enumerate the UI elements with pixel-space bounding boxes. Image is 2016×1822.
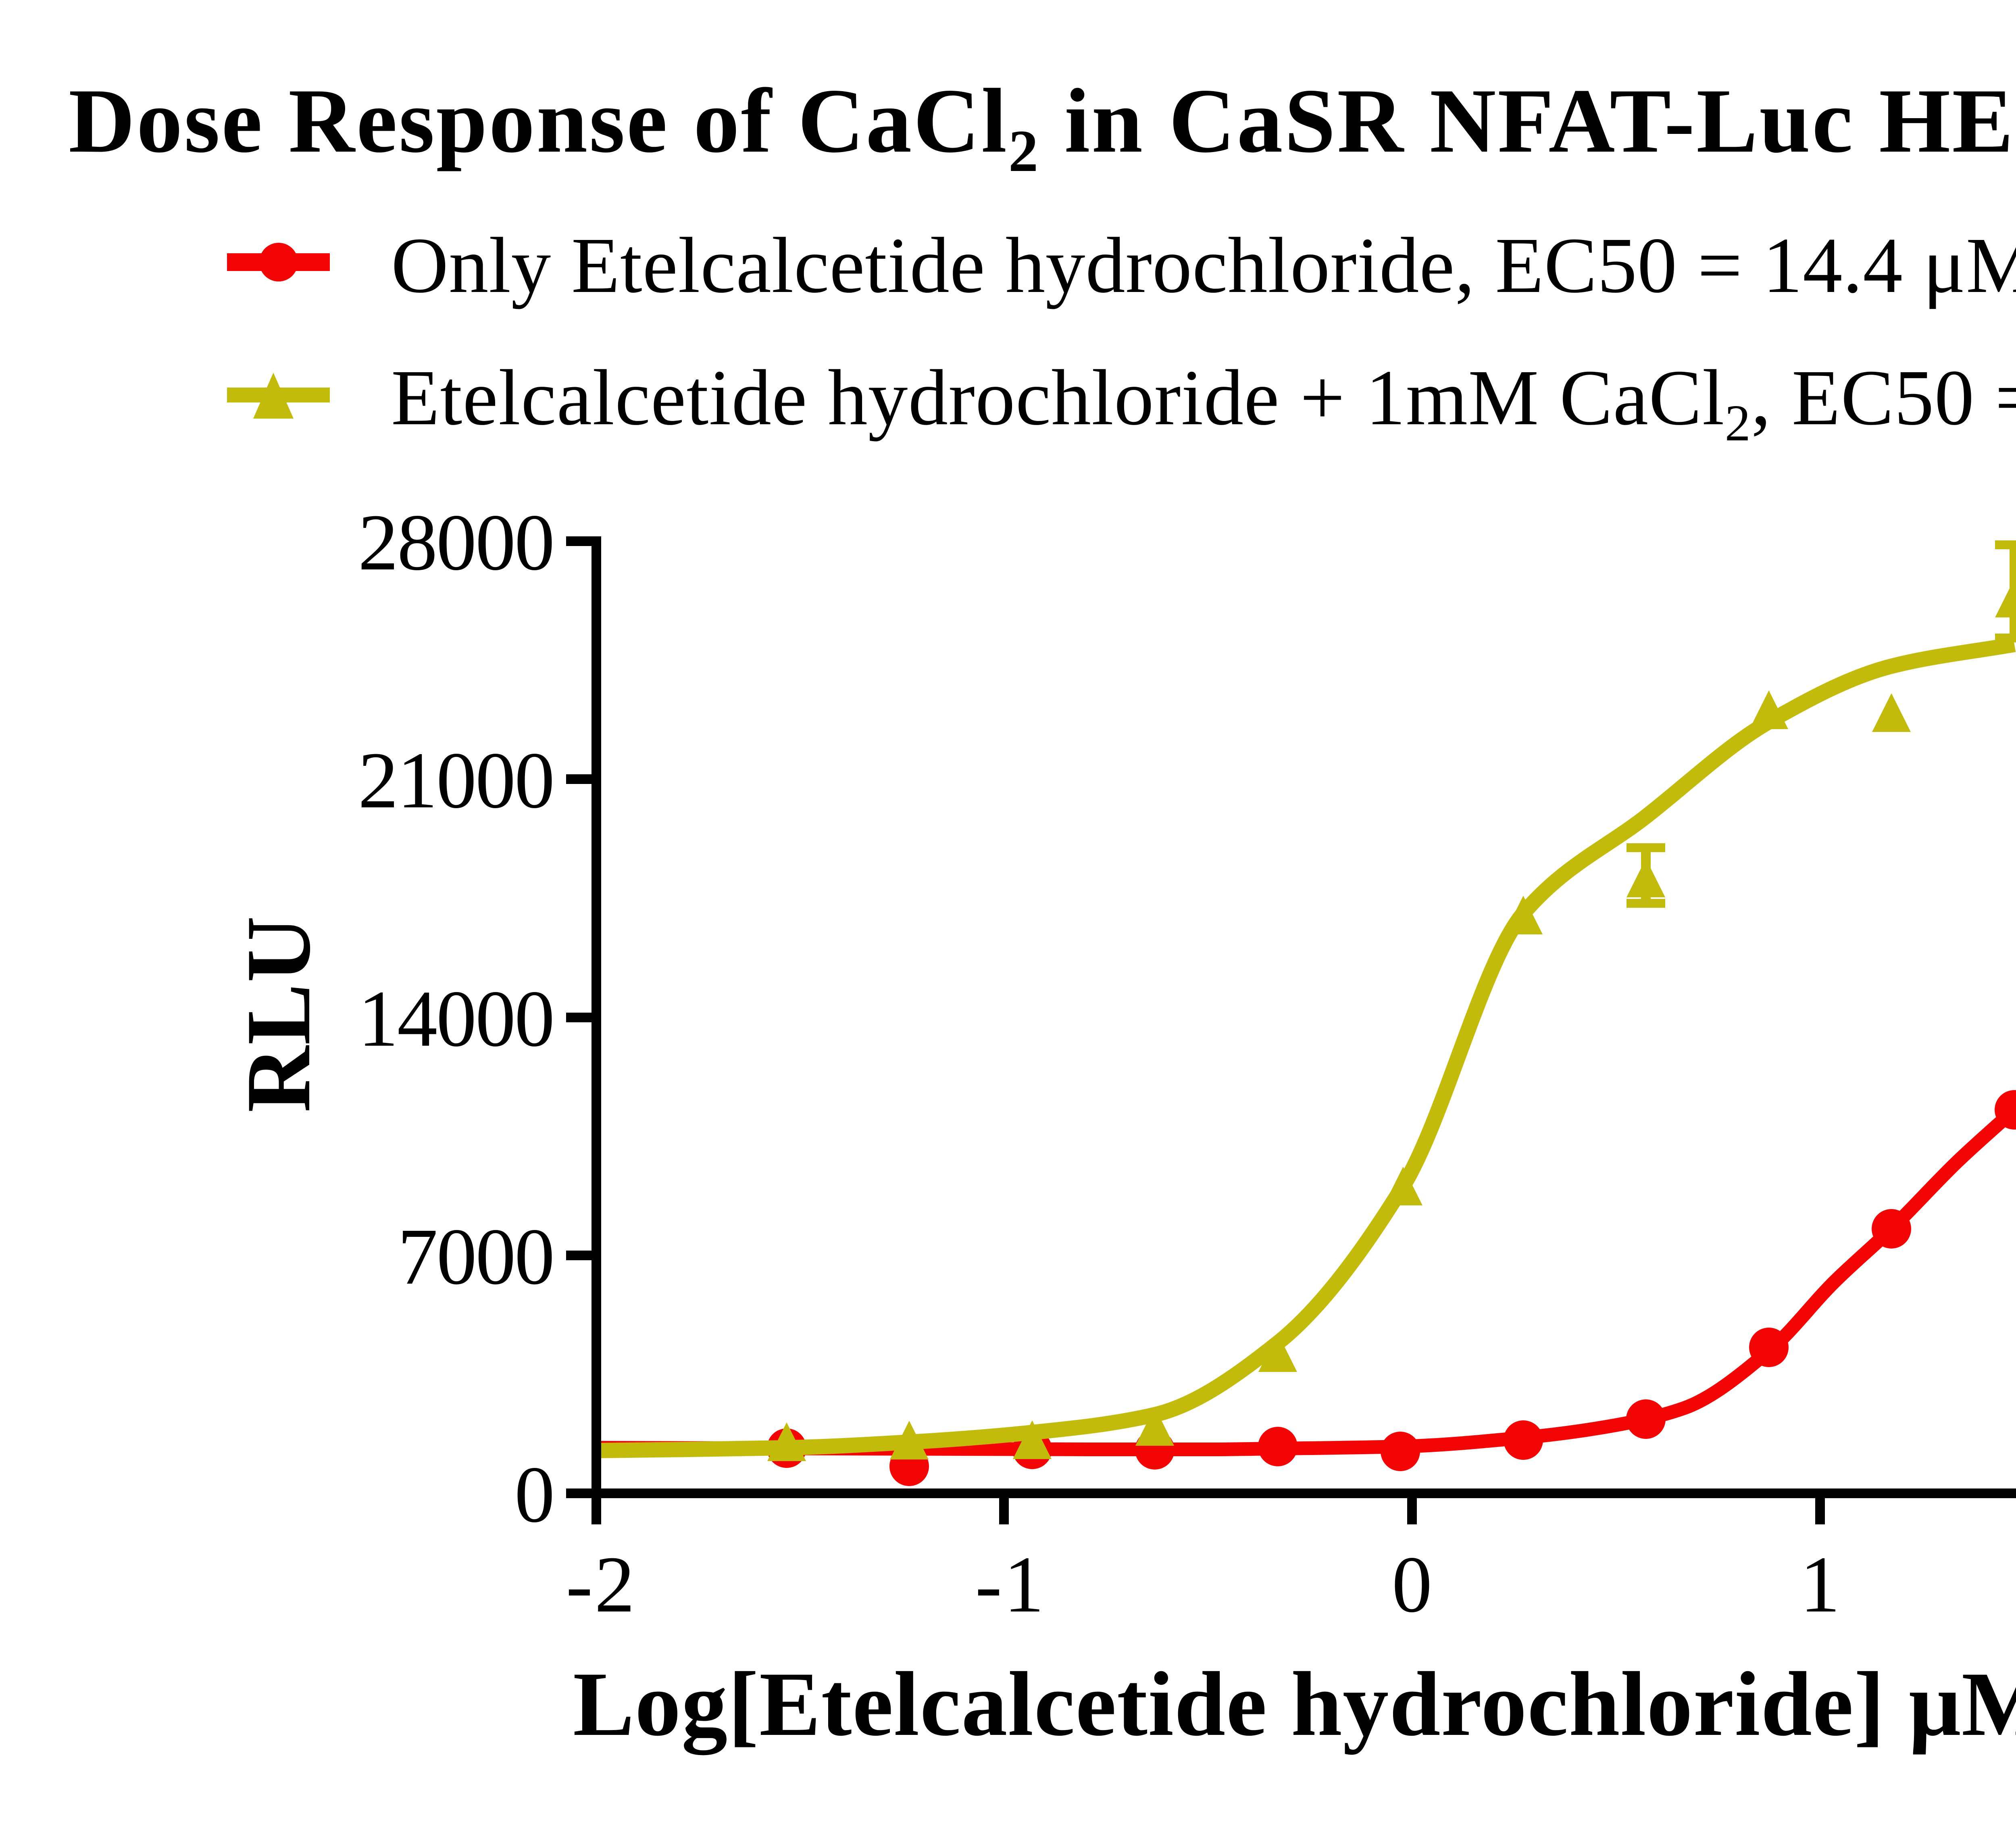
svg-text:7000: 7000 — [398, 1212, 555, 1301]
svg-text:Etelcalcetide hydrochloride +: Etelcalcetide hydrochloride + 1mM CaCl2,… — [391, 353, 2016, 452]
svg-text:0: 0 — [1392, 1540, 1432, 1629]
svg-text:28000: 28000 — [358, 498, 555, 587]
svg-text:-1: -1 — [975, 1540, 1044, 1629]
svg-text:RLU: RLU — [228, 916, 329, 1113]
svg-text:Log[Etelcalcetide hydrochlorid: Log[Etelcalcetide hydrochloride] μM — [573, 1653, 2016, 1755]
svg-text:Only Etelcalcetide hydrochlori: Only Etelcalcetide hydrochloride, EC50 =… — [391, 221, 2016, 309]
svg-text:-2: -2 — [566, 1540, 635, 1629]
svg-text:14000: 14000 — [358, 974, 555, 1063]
svg-text:0: 0 — [514, 1450, 555, 1539]
svg-text:Dose Response of CaCl2 in CaSR: Dose Response of CaCl2 in CaSR NFAT-Luc … — [69, 52, 2016, 184]
svg-text:1: 1 — [1800, 1540, 1840, 1629]
svg-text:21000: 21000 — [358, 736, 555, 825]
